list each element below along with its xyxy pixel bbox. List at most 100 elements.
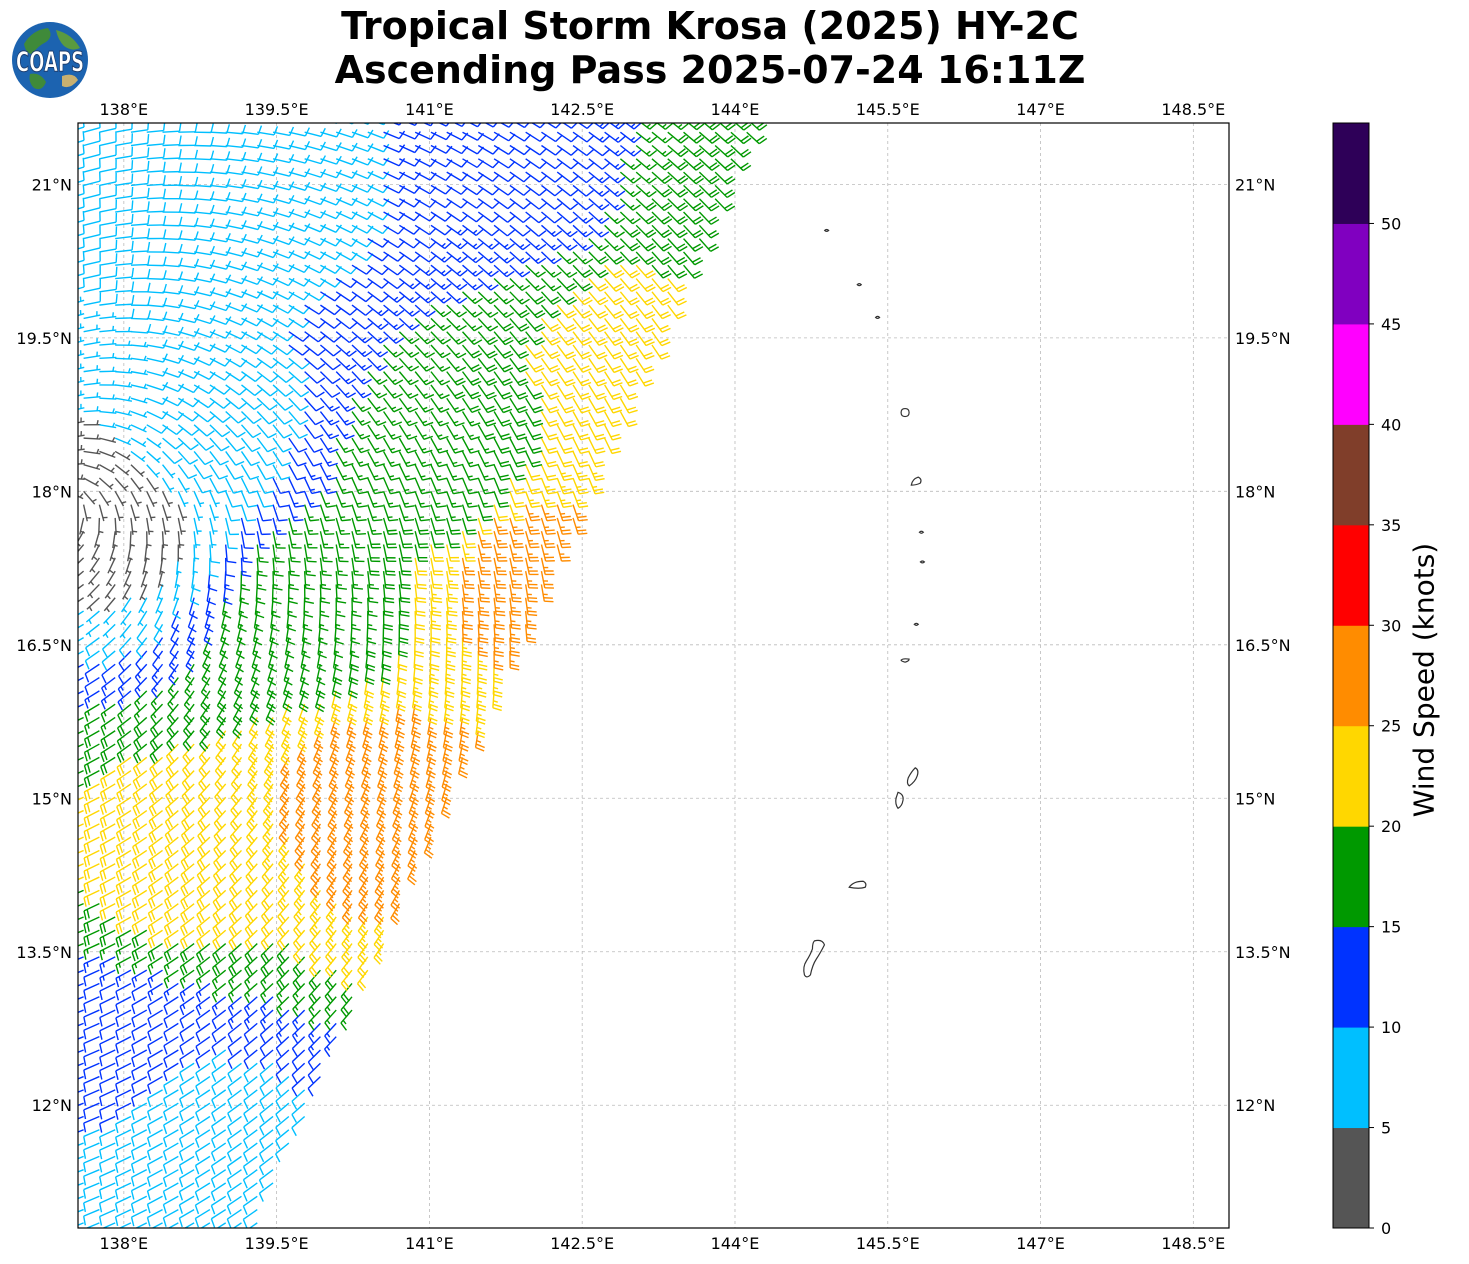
wind-barb: [292, 1009, 306, 1031]
wind-barb: [147, 1049, 163, 1068]
wind-barb: [130, 517, 138, 535]
wind-barb: [572, 251, 594, 265]
wind-barb: [146, 161, 166, 173]
wind-barb: [335, 437, 355, 454]
wind-barb: [275, 1022, 290, 1044]
wind-barb: [396, 664, 407, 685]
wind-barb: [227, 1022, 242, 1043]
wind-barb: [603, 411, 622, 428]
wind-barb: [525, 198, 547, 210]
wind-barb: [718, 123, 736, 131]
wind-barb: [351, 291, 374, 303]
wind-barb: [114, 464, 130, 476]
wind-barb: [319, 504, 336, 522]
wind-barb: [453, 123, 466, 128]
wind-barb: [272, 384, 294, 397]
wind-barb: [181, 810, 195, 831]
wind-barb: [288, 223, 311, 232]
wind-barb: [115, 863, 132, 882]
wind-barb: [78, 1089, 84, 1093]
wind-barb: [131, 1062, 148, 1081]
wind-barb: [414, 317, 436, 331]
wind-barb: [244, 943, 258, 964]
wind-barb: [493, 224, 516, 237]
wind-barb: [116, 756, 132, 776]
wind-barb: [99, 849, 116, 868]
wind-barb: [148, 783, 163, 804]
wind-barb: [99, 1036, 116, 1054]
wind-barb: [193, 424, 215, 437]
wind-barb: [162, 1155, 179, 1174]
wind-barb: [493, 317, 514, 332]
wind-barb: [524, 571, 539, 589]
wind-barb: [231, 743, 243, 766]
lon-tick-label-bottom: 141°E: [405, 1234, 454, 1253]
wind-barb: [446, 264, 468, 277]
wind-barb: [130, 269, 151, 280]
wind-barb: [341, 956, 353, 978]
wind-barb: [331, 690, 342, 713]
wind-barb: [156, 584, 164, 601]
wind-barb: [477, 624, 489, 644]
wind-barb: [115, 809, 132, 829]
wind-barb: [288, 571, 299, 591]
wind-barb: [234, 663, 244, 686]
wind-barb: [183, 717, 195, 739]
wind-barb: [101, 650, 116, 671]
wind-barb: [572, 171, 594, 184]
wind-barb: [295, 810, 306, 832]
wind-barb: [83, 1142, 100, 1159]
wind-barb: [524, 544, 540, 562]
wind-barb: [85, 1222, 100, 1228]
wind-barb: [181, 770, 195, 791]
wind-barb: [398, 371, 419, 386]
wind-barb: [556, 464, 574, 482]
lat-tick-label-left: 13.5°N: [16, 943, 72, 962]
wind-barb: [391, 823, 402, 846]
wind-barb: [83, 420, 101, 426]
wind-barb: [458, 730, 469, 752]
wind-barb: [588, 411, 607, 428]
wind-barb: [462, 224, 484, 236]
wind-barb: [540, 411, 559, 427]
wind-barb: [229, 863, 242, 885]
wind-barb: [604, 264, 625, 279]
wind-barb: [309, 903, 321, 925]
wind-barb: [308, 1022, 321, 1044]
wind-barb: [394, 717, 405, 739]
wind-barb: [604, 397, 623, 414]
chart-title: Tropical Storm Krosa (2025) HY-2C Ascend…: [210, 4, 1210, 92]
wind-barb: [307, 1076, 321, 1097]
wind-barb: [210, 1155, 227, 1175]
wind-barb: [225, 192, 247, 203]
wind-barb: [335, 411, 356, 426]
wind-barb: [477, 464, 495, 481]
island-outline: [910, 476, 922, 486]
wind-barb: [364, 664, 375, 686]
wind-barb: [509, 304, 530, 319]
wind-barb: [367, 184, 390, 194]
wind-barb: [194, 245, 215, 256]
wind-barb: [382, 477, 400, 495]
wind-barb: [84, 663, 100, 683]
wind-barb: [307, 1062, 321, 1084]
wind-barb: [53, 584, 68, 594]
wind-barb: [193, 410, 216, 423]
wind-barb: [83, 365, 101, 373]
wind-barb: [303, 571, 315, 591]
wind-barb: [85, 610, 100, 625]
wind-barb: [130, 383, 148, 390]
wind-barb: [78, 823, 84, 828]
wind-barb: [233, 677, 243, 700]
wind-barb: [228, 943, 242, 964]
wind-barb: [314, 703, 325, 726]
wind-barb: [446, 491, 462, 508]
wind-barb: [556, 517, 572, 535]
wind-barb: [259, 996, 274, 1017]
wind-barb: [105, 570, 116, 587]
wind-barb: [181, 783, 195, 805]
wind-barb: [256, 491, 273, 508]
wind-barb: [195, 1075, 211, 1095]
wind-barb: [588, 437, 606, 455]
wind-barb: [226, 1209, 242, 1228]
